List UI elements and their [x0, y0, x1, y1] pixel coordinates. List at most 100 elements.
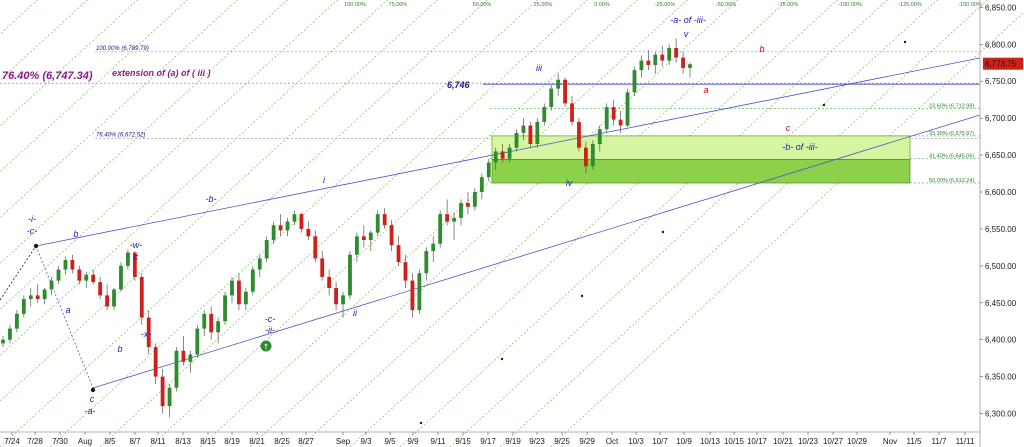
candle-body [334, 288, 338, 305]
candle-body [452, 217, 456, 222]
candle [153, 343, 158, 384]
y-tick-label: 6,850.00 [985, 3, 1017, 12]
candle-body [521, 125, 526, 133]
candle-body [119, 265, 123, 290]
wave-label: -a- [85, 406, 96, 416]
x-tick-label: 10/15 [724, 437, 745, 446]
fan-level-label: -75.00% [778, 2, 799, 8]
candle [257, 254, 262, 277]
candle-body [618, 119, 623, 126]
fan-line [249, 0, 738, 447]
candle [139, 273, 144, 325]
x-tick-label: 11/11 [956, 437, 975, 446]
candle [611, 99, 616, 126]
fan-line [399, 0, 888, 447]
x-tick-label: 10/13 [700, 437, 721, 446]
fan-level-label: 25.00% [534, 2, 553, 8]
candle-body [445, 214, 450, 222]
candle-body [493, 151, 498, 163]
fan-dot [661, 230, 665, 234]
x-tick-label: 9/17 [480, 437, 496, 446]
candle [549, 84, 554, 111]
candle [459, 199, 463, 226]
candle [445, 199, 450, 226]
candle [35, 284, 40, 303]
candle-body [306, 228, 311, 237]
candle [507, 144, 512, 163]
candle [625, 88, 630, 128]
wave-label: -ii- [265, 325, 275, 335]
y-tick-label: 6,450.00 [985, 299, 1017, 308]
candle [119, 262, 123, 292]
candle [403, 254, 408, 288]
candle [570, 96, 574, 126]
candle-body [35, 295, 40, 300]
candle-body [202, 313, 207, 329]
candle-body [681, 57, 685, 68]
candle [181, 336, 186, 366]
x-tick-label: Oct [606, 437, 619, 446]
fan-line [0, 0, 488, 447]
candle-body [167, 387, 172, 407]
candle [452, 212, 456, 240]
candle [320, 251, 325, 281]
candle [56, 265, 61, 285]
candle-body [341, 295, 345, 305]
candle [105, 284, 109, 311]
candle [243, 288, 248, 311]
candle-body [1, 339, 5, 344]
wave-label: c [134, 252, 139, 262]
candle-body [507, 147, 512, 159]
x-tick-label: 10/17 [747, 437, 768, 446]
candle-body [674, 48, 679, 58]
fan-line [49, 0, 538, 447]
candle [674, 38, 679, 63]
candle [98, 276, 103, 300]
candle-body [528, 125, 533, 144]
candle [216, 317, 221, 344]
wave-label: -c- [27, 226, 38, 236]
candle-body [146, 317, 151, 348]
candle [355, 232, 359, 263]
candle [556, 73, 561, 96]
candle-body [188, 354, 193, 362]
candle-body [424, 251, 429, 274]
candle-body [223, 295, 227, 322]
candle [271, 221, 276, 244]
candle [306, 221, 311, 240]
extension-text: extension of (a) of ( iii ) [112, 68, 211, 78]
fan-line [0, 0, 388, 356]
x-tick-label: 7/28 [27, 437, 43, 446]
fan-level-label: -25.00% [655, 2, 676, 8]
candle [1, 336, 5, 348]
wave-label: c [786, 123, 791, 133]
pivot-dot [90, 387, 96, 393]
fan-line [0, 0, 88, 81]
wave-label: c [90, 394, 95, 404]
x-tick-label: 9/19 [505, 437, 521, 446]
fan-line [449, 0, 938, 447]
level-6746-label: 6,746 [447, 80, 471, 90]
candle-body [597, 129, 602, 144]
x-tick-label: 8/7 [129, 437, 141, 446]
candle-body [584, 147, 588, 167]
fib-level-label: 41.40% (6,645.06) [929, 154, 974, 160]
candle-body [535, 121, 540, 144]
candle-body [688, 64, 692, 68]
candle-body [327, 276, 332, 288]
candle [327, 269, 332, 296]
candle-body [49, 280, 54, 290]
candle [396, 236, 401, 266]
candle-body [472, 192, 477, 207]
candle-body [382, 214, 387, 226]
fib-level-label: 50.00% (6,612.24) [929, 178, 974, 184]
candle-body [466, 203, 470, 207]
candle [174, 347, 179, 392]
wave-label: -b- of -iii- [782, 142, 818, 152]
candle [375, 210, 380, 237]
fan-level-label: 0.00% [594, 2, 610, 8]
fan-level-label: -150.00% [958, 2, 982, 8]
candle [577, 118, 581, 152]
candle-body [195, 328, 200, 355]
candle [417, 269, 422, 314]
